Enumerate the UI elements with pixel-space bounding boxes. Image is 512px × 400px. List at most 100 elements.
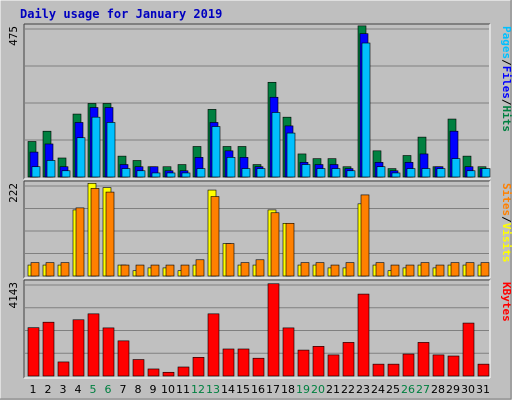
day-label-27: 27 [416, 383, 430, 396]
day-label-5: 5 [90, 383, 97, 396]
legend-item-files: Files [500, 66, 512, 99]
bar-pages-day-18 [286, 132, 296, 178]
bar-kbytes-day-16 [252, 357, 265, 377]
bar-sites-day-26 [405, 264, 415, 277]
bar-pages-day-9 [151, 172, 161, 178]
bar-pages-day-2 [46, 160, 56, 178]
bar-sites-day-15 [240, 262, 250, 277]
bar-kbytes-day-1 [27, 327, 40, 377]
day-label-8: 8 [135, 383, 142, 396]
day-label-12: 12 [191, 383, 205, 396]
bar-pages-day-13 [211, 126, 221, 178]
bar-sites-day-12 [195, 259, 205, 277]
bar-sites-day-1 [30, 262, 40, 277]
legend-item-sites: Sites [500, 183, 512, 216]
bar-sites-day-4 [75, 207, 85, 277]
day-label-13: 13 [206, 383, 220, 396]
day-label-20: 20 [311, 383, 325, 396]
day-label-26: 26 [401, 383, 415, 396]
bar-pages-day-6 [106, 122, 116, 178]
day-label-16: 16 [251, 383, 265, 396]
bar-pages-day-8 [136, 170, 146, 178]
bar-pages-day-24 [376, 166, 386, 178]
legend-traffic: Pages/Files/Hits [500, 26, 512, 132]
bar-sites-day-5 [90, 188, 100, 277]
bar-kbytes-day-25 [387, 363, 400, 377]
legend-item-pages: Pages [500, 26, 512, 59]
bar-sites-day-11 [180, 264, 190, 277]
bar-sites-day-30 [465, 262, 475, 277]
bar-pages-day-17 [271, 112, 281, 178]
panel-traffic: 475 Pages/Files/Hits [7, 23, 512, 180]
legend-item-sep: / [500, 99, 512, 106]
bar-kbytes-day-11 [177, 366, 190, 377]
bar-pages-day-10 [166, 172, 176, 178]
day-label-22: 22 [341, 383, 355, 396]
day-label-23: 23 [356, 383, 370, 396]
bar-kbytes-day-12 [192, 357, 205, 377]
day-label-3: 3 [60, 383, 67, 396]
bar-pages-day-16 [256, 168, 266, 178]
legend-item-kbytes: KBytes [500, 282, 512, 322]
bar-sites-day-25 [390, 264, 400, 277]
legend-visitors: Sites/Visits [500, 183, 512, 263]
bar-kbytes-day-30 [462, 322, 475, 377]
day-label-1: 1 [30, 383, 37, 396]
bar-sites-day-24 [375, 262, 385, 277]
ymax-label-kbytes: 4143 [7, 282, 20, 309]
bar-kbytes-day-17 [267, 283, 280, 377]
day-label-25: 25 [386, 383, 400, 396]
bar-kbytes-day-21 [327, 354, 340, 377]
ymax-label-traffic: 475 [7, 26, 20, 46]
bar-kbytes-day-7 [117, 340, 130, 377]
bar-pages-day-22 [346, 170, 356, 178]
bar-kbytes-day-20 [312, 346, 325, 377]
chart-title: Daily usage for January 2019 [20, 7, 222, 21]
bar-sites-day-22 [345, 262, 355, 277]
bar-kbytes-day-23 [357, 293, 370, 377]
bar-pages-day-19 [301, 164, 311, 178]
panel-visitors: 222 Sites/Visits [7, 180, 512, 279]
bar-pages-day-29 [451, 158, 461, 178]
bar-sites-day-16 [255, 259, 265, 277]
bar-kbytes-day-22 [342, 342, 355, 377]
day-label-18: 18 [281, 383, 295, 396]
bar-sites-day-10 [165, 264, 175, 277]
bar-pages-day-23 [361, 42, 371, 178]
bar-kbytes-day-9 [147, 368, 160, 377]
bar-sites-day-20 [315, 262, 325, 277]
bar-kbytes-day-19 [297, 349, 310, 377]
bar-kbytes-day-14 [222, 348, 235, 377]
bar-sites-day-8 [135, 264, 145, 277]
day-label-30: 30 [461, 383, 475, 396]
bar-sites-day-6 [105, 191, 115, 277]
bar-kbytes-day-28 [432, 354, 445, 377]
day-label-11: 11 [176, 383, 190, 396]
day-label-14: 14 [221, 383, 235, 396]
legend-item-visits: Visits [500, 223, 512, 263]
bar-pages-day-12 [196, 168, 206, 178]
bar-kbytes-day-10 [162, 371, 175, 377]
bar-kbytes-day-24 [372, 363, 385, 377]
bar-sites-day-17 [270, 212, 280, 277]
bar-kbytes-day-27 [417, 342, 430, 377]
panel-kbytes: 4143 KBytes [7, 279, 512, 379]
bar-sites-day-14 [225, 243, 235, 277]
bar-pages-day-14 [226, 157, 236, 178]
day-label-24: 24 [371, 383, 385, 396]
bar-sites-day-9 [150, 264, 160, 277]
legend-item-sep: / [500, 59, 512, 66]
bar-pages-day-4 [76, 137, 86, 178]
legend-item-sep: / [500, 216, 512, 223]
bar-pages-day-7 [121, 168, 131, 178]
bar-sites-day-29 [450, 262, 460, 277]
bar-kbytes-day-31 [477, 363, 490, 377]
bar-pages-day-3 [61, 170, 71, 178]
legend-item-hits: Hits [500, 106, 512, 133]
day-label-17: 17 [266, 383, 280, 396]
legend-kbytes: KBytes [500, 282, 512, 322]
day-label-10: 10 [161, 383, 175, 396]
day-label-6: 6 [105, 383, 112, 396]
bar-sites-day-2 [45, 262, 55, 277]
